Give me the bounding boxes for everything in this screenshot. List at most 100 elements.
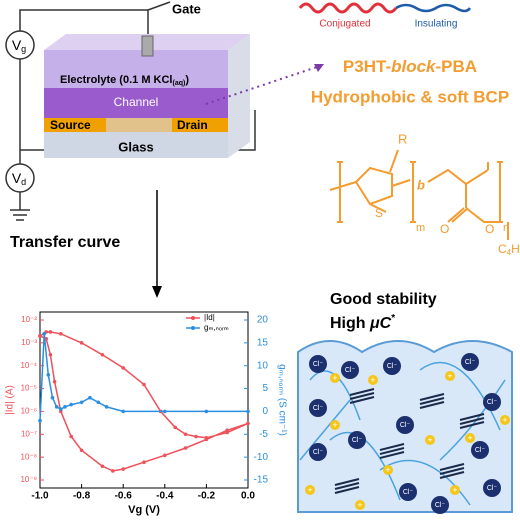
polymer-chain — [379, 459, 471, 506]
series-point — [204, 409, 209, 414]
y2-tick-label: 20 — [257, 315, 269, 326]
series-point — [194, 434, 198, 439]
device-side — [228, 34, 250, 158]
vg-source — [5, 30, 35, 60]
series-point — [100, 464, 105, 469]
cation-label: + — [467, 433, 472, 443]
gate-pointer — [147, 1, 171, 11]
series-point — [121, 409, 125, 414]
x-tick-label: -0.2 — [198, 491, 216, 502]
y2-tick-label: 0 — [262, 406, 268, 417]
series-point — [59, 331, 63, 336]
plot-frame — [39, 311, 249, 489]
series-point — [163, 453, 167, 458]
pi-stack — [349, 392, 375, 400]
glass — [44, 132, 228, 158]
cation-label: + — [447, 371, 452, 381]
series-point — [183, 432, 188, 437]
legend-marker — [191, 316, 195, 320]
cation — [500, 415, 510, 425]
cation — [445, 371, 455, 381]
series-point — [50, 395, 55, 400]
y-axis-label: |Id| (A) — [5, 385, 16, 415]
anion — [396, 416, 414, 434]
series-point — [204, 437, 209, 442]
y2-tick-label: 10 — [257, 360, 269, 371]
y2-tick-label: 5 — [262, 383, 268, 394]
pi-stack — [419, 401, 445, 409]
anion-label: Cl⁻ — [387, 363, 398, 370]
anion — [383, 357, 401, 375]
cation — [383, 465, 393, 475]
pi-stack — [379, 447, 405, 455]
pi-stack — [419, 393, 445, 401]
polymer-subtitle: Hydrophobic & soft BCP — [311, 87, 509, 106]
series-point — [121, 467, 125, 471]
anion-label: Cl⁻ — [435, 502, 446, 509]
anion — [483, 479, 501, 497]
structure-c4h9: C4H9 — [498, 242, 520, 257]
arrow-head — [314, 64, 324, 72]
series-point — [79, 400, 84, 405]
y-tick-label: 10⁻⁸ — [21, 452, 38, 461]
series-point — [42, 331, 46, 336]
series-point — [52, 379, 57, 384]
legend-marker — [191, 326, 195, 330]
anion-label: Cl⁻ — [313, 361, 324, 368]
cation-label: + — [452, 485, 457, 495]
y-tick-label: 10⁻⁷ — [21, 429, 37, 438]
y-tick-label: 10⁻³ — [21, 338, 37, 347]
series-point — [163, 409, 167, 414]
series-point — [104, 405, 109, 409]
series-point — [246, 421, 250, 426]
cation-label: + — [332, 420, 337, 430]
series-point — [38, 418, 42, 423]
anion — [461, 353, 479, 371]
capacitance-label: High μC* — [330, 313, 395, 333]
structure-m: m — [416, 222, 425, 234]
cation-label: + — [307, 485, 312, 495]
anion — [309, 443, 327, 461]
legend-label: gₘ,ₙₒᵣₘ — [204, 323, 229, 332]
anion-label: Cl⁻ — [487, 485, 498, 492]
series-point — [121, 366, 125, 370]
anion-label: Cl⁻ — [345, 367, 356, 374]
gate-electrode — [141, 35, 154, 57]
series-point — [79, 341, 84, 345]
series-point — [48, 330, 53, 334]
series-point — [48, 353, 53, 357]
anion — [399, 483, 417, 501]
cation — [465, 433, 475, 443]
cation — [330, 373, 340, 383]
series-point — [46, 373, 51, 377]
anion-label: Cl⁻ — [313, 405, 324, 412]
arrow-head — [152, 286, 162, 298]
electrolyte — [44, 50, 228, 88]
film-content: Cl⁻Cl⁻Cl⁻Cl⁻Cl⁻Cl⁻Cl⁻Cl⁻Cl⁻Cl⁻Cl⁻Cl⁻Cl⁻+… — [299, 353, 510, 514]
anion — [341, 361, 359, 379]
transfer-chart: 10⁻² 10⁻³ 10⁻⁴ 10⁻⁵ 10⁻⁶ 10⁻⁷ 10⁻⁸ 10⁻⁹ 20 15 10 5 0… — [5, 311, 287, 516]
polymer-chain — [299, 399, 351, 461]
insulating-chain — [395, 3, 472, 13]
anion-label: Cl⁻ — [487, 399, 498, 406]
pi-stack — [379, 451, 405, 459]
y-tick-label: 10⁻⁶ — [21, 407, 37, 416]
series-point — [142, 460, 146, 465]
y-tick-label: 10⁻⁹ — [20, 475, 37, 484]
cation-label: + — [502, 415, 507, 425]
x-tick-label: -1.0 — [31, 491, 49, 502]
pi-stack — [439, 471, 465, 479]
legend-label: |Id| — [204, 313, 215, 322]
pi-stack — [459, 417, 485, 425]
series-point — [100, 353, 105, 357]
series-point — [111, 469, 115, 473]
glass-label: Glass — [118, 139, 153, 154]
series-line — [39, 331, 249, 472]
x-tick-label: 0.0 — [241, 491, 255, 502]
series-point — [96, 400, 101, 405]
anion — [431, 496, 449, 514]
insulating-label: Insulating — [415, 19, 458, 30]
anion-label: Cl⁻ — [352, 437, 363, 444]
structure-r: R — [398, 131, 407, 146]
cation-label: + — [427, 435, 432, 445]
